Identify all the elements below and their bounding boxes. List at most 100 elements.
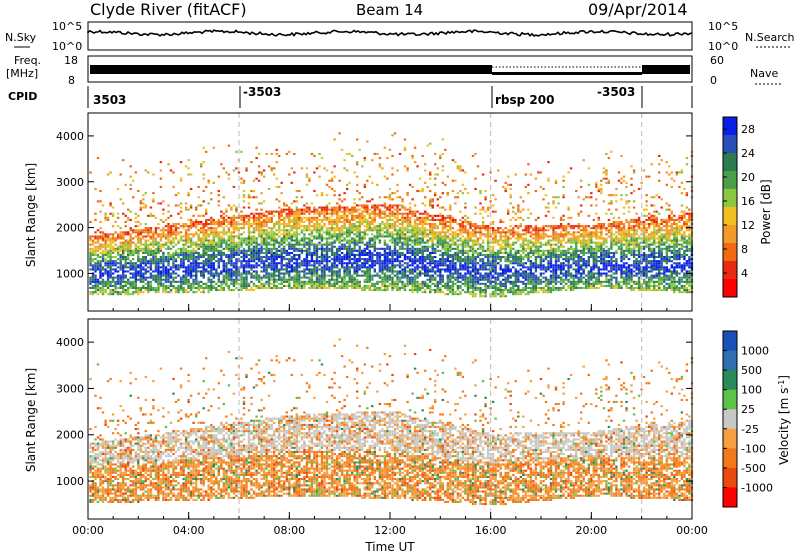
power-cell (486, 276, 490, 279)
power-cell (308, 247, 311, 250)
power-cell (189, 256, 193, 259)
power-cell (122, 291, 125, 294)
power-cell (232, 264, 236, 267)
power-cell (295, 223, 298, 226)
power-cell (164, 272, 168, 275)
power-cell (356, 183, 359, 186)
power-cell (346, 229, 349, 232)
power-cell (278, 278, 281, 281)
power-cell (237, 171, 241, 174)
power-cell (320, 208, 324, 211)
power-cell (230, 256, 233, 259)
power-cell (431, 258, 434, 261)
power-cell (358, 225, 361, 228)
power-cell (358, 268, 361, 271)
power-cell (200, 253, 203, 256)
power-cell (439, 243, 442, 246)
power-cell (197, 235, 200, 238)
power-cell (368, 278, 371, 281)
power-cell (436, 274, 439, 277)
power-cell (293, 256, 296, 259)
power-cell (283, 229, 286, 232)
power-cell (411, 270, 414, 273)
power-cell (338, 249, 341, 252)
power-cell (89, 262, 92, 265)
power-cell (474, 258, 477, 261)
power-cell (162, 260, 165, 263)
power-cell (96, 262, 100, 265)
power-cell (129, 280, 132, 283)
power-cell (346, 284, 349, 287)
power-cell (195, 243, 198, 246)
power-cell (184, 278, 188, 281)
power-cell (335, 272, 339, 275)
power-cell (195, 278, 198, 281)
power-cell (293, 243, 296, 246)
power-cell (418, 239, 422, 242)
power-cell (333, 280, 336, 283)
power-cell (242, 227, 246, 230)
power-cell (129, 282, 132, 285)
power-cell (293, 171, 296, 174)
power-cell (403, 227, 407, 230)
power-cell (308, 223, 311, 226)
power-cell (471, 262, 475, 265)
power-cell (308, 253, 311, 256)
power-cell (99, 260, 102, 263)
power-cell (366, 245, 369, 248)
power-cell (280, 260, 283, 263)
power-cell (471, 260, 475, 263)
power-cell (210, 258, 213, 261)
power-cell (295, 268, 298, 271)
power-cell (210, 286, 213, 289)
power-cell (446, 194, 449, 197)
power-cell (192, 249, 195, 252)
power-cell (346, 286, 349, 289)
power-cell (421, 266, 424, 269)
power-cell (134, 286, 137, 289)
power-cell (139, 272, 142, 275)
power-cell (338, 276, 341, 279)
power-cell (222, 216, 225, 219)
power-cell (376, 229, 379, 232)
power-cell (391, 282, 394, 285)
power-cell (247, 284, 251, 287)
power-cell (413, 256, 417, 259)
power-cell (396, 216, 399, 219)
power-cell (179, 177, 183, 180)
freq-tick-top: 18 (64, 54, 78, 67)
power-cell (330, 274, 334, 277)
power-cell (466, 258, 470, 261)
power-cell (217, 194, 220, 197)
power-cell (255, 272, 258, 275)
power-cell (225, 264, 228, 267)
power-cell (114, 243, 117, 246)
power-cell (388, 253, 392, 256)
power-cell (356, 280, 359, 283)
power-cell (172, 233, 175, 236)
power-cell (164, 291, 168, 294)
power-cell (290, 220, 293, 223)
power-cell (489, 270, 492, 273)
power-cell (308, 276, 311, 279)
power-cell (114, 239, 117, 242)
power-cell (461, 251, 465, 254)
power-cell (242, 223, 246, 226)
power-cell (235, 245, 238, 248)
power-cell (464, 276, 467, 279)
power-cell (383, 243, 387, 246)
power-cell (152, 239, 155, 242)
power-cell (401, 268, 404, 271)
power-cell (413, 241, 417, 244)
power-cell (235, 268, 238, 271)
power-cell (116, 216, 120, 219)
power-cell (363, 235, 366, 238)
power-cell (187, 291, 190, 294)
power-cell (172, 284, 175, 287)
power-cell (262, 241, 266, 244)
power-cell (94, 274, 97, 277)
power-cell (413, 161, 417, 164)
power-cell (391, 249, 394, 252)
power-cell (476, 165, 480, 168)
power-cell (275, 233, 278, 236)
